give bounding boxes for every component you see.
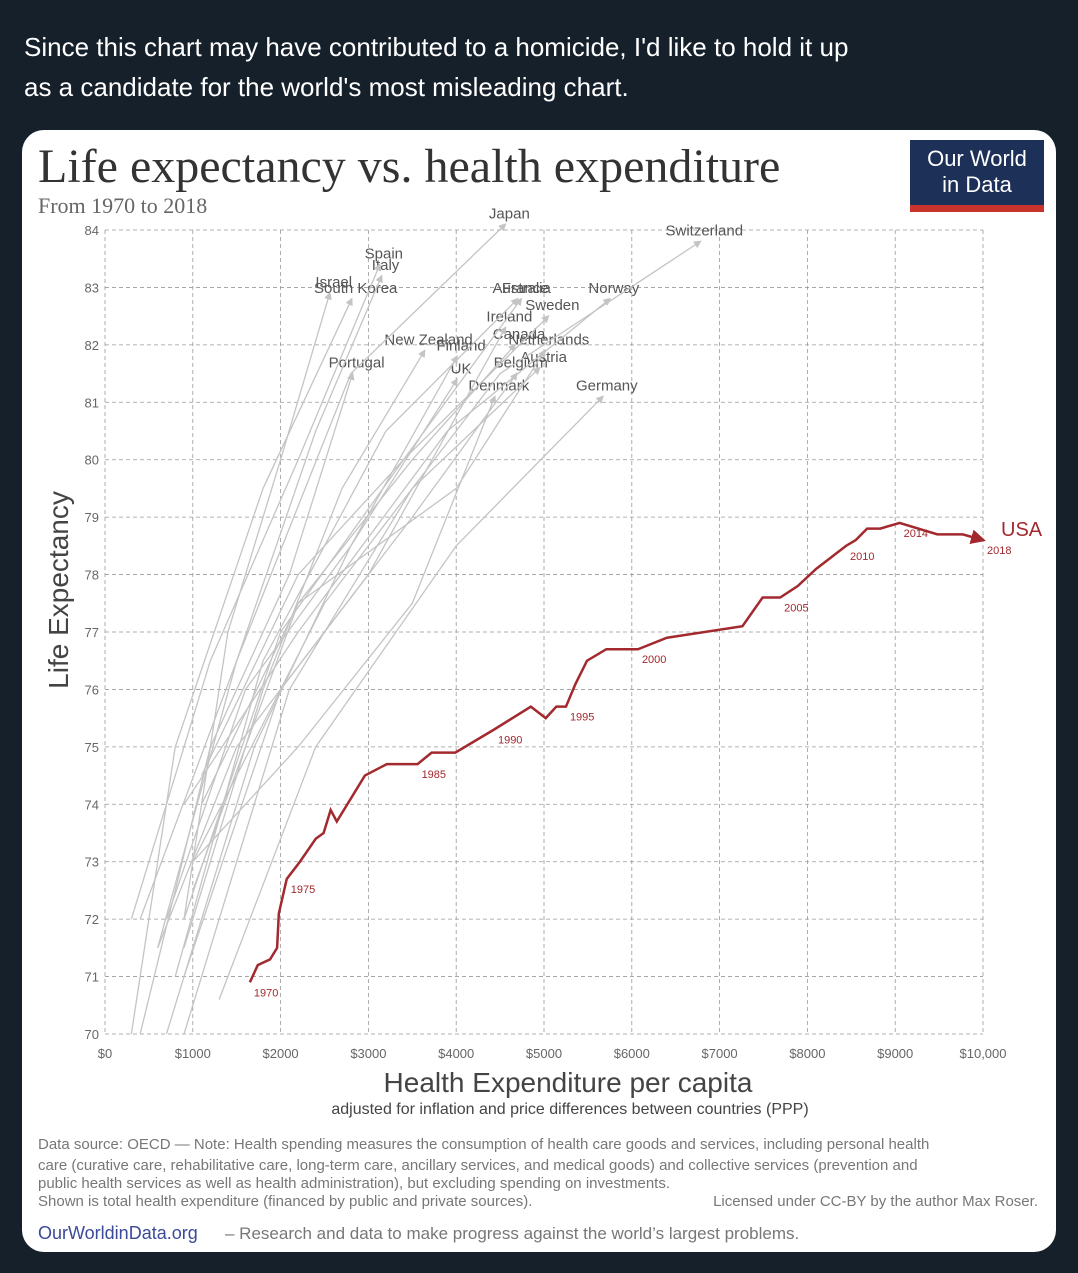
- year-label: 2005: [784, 603, 808, 615]
- series-label: USA: [1001, 519, 1043, 541]
- y-tick-label: 71: [85, 970, 99, 985]
- country-line: [192, 240, 702, 863]
- chart-card: [22, 130, 1056, 1252]
- footer-tagline: – Research and data to make progress aga…: [225, 1224, 799, 1243]
- year-label: 1995: [570, 712, 594, 724]
- series-label: Denmark: [468, 378, 529, 395]
- y-tick-label: 73: [85, 855, 99, 870]
- series-label: Ireland: [486, 309, 532, 326]
- tweet-text: Since this chart may have contributed to…: [24, 32, 848, 62]
- y-tick-label: 84: [85, 223, 99, 238]
- series-label: Germany: [576, 378, 638, 395]
- x-tick-label: $9000: [877, 1046, 913, 1061]
- series-label: South Korea: [314, 280, 398, 297]
- y-tick-label: 72: [85, 912, 99, 927]
- x-tick-label: $1000: [175, 1046, 211, 1061]
- y-tick-label: 77: [85, 625, 99, 640]
- year-label: 1975: [291, 884, 315, 896]
- series-label: Finland: [436, 337, 485, 354]
- series-label: Israel: [315, 274, 352, 291]
- x-tick-label: $0: [98, 1046, 112, 1061]
- year-label: 2014: [904, 528, 928, 540]
- y-tick-label: 75: [85, 740, 99, 755]
- year-label: 2010: [850, 551, 874, 563]
- tweet-text: as a candidate for the world's most misl…: [24, 72, 629, 102]
- country-line: [165, 377, 458, 920]
- y-tick-label: 70: [85, 1027, 99, 1042]
- x-tick-label: $8000: [789, 1046, 825, 1061]
- x-axis-sublabel: adjusted for inflation and price differe…: [331, 1101, 808, 1118]
- country-line: [183, 291, 332, 920]
- y-tick-label: 83: [85, 280, 99, 295]
- footer-note: public health services as well as health…: [38, 1175, 670, 1192]
- logo-text: in Data: [942, 172, 1012, 197]
- year-label: 2018: [987, 545, 1011, 557]
- x-tick-label: $4000: [438, 1046, 474, 1061]
- country-line: [183, 297, 523, 920]
- year-label: 1970: [254, 987, 278, 999]
- country-line: [139, 372, 355, 1035]
- series-label: Portugal: [329, 355, 385, 372]
- series-label: France: [502, 280, 549, 297]
- footer-note: Data source: OECD — Note: Health spendin…: [38, 1136, 929, 1153]
- y-tick-label: 78: [85, 568, 99, 583]
- footer-license: Licensed under CC-BY by the author Max R…: [713, 1193, 1038, 1210]
- country-line: [183, 297, 612, 805]
- footer-site[interactable]: OurWorldinData.org: [38, 1223, 198, 1243]
- highlight-line: [248, 521, 986, 983]
- plot: 70 71 72 73 74 75 76 77 78 79 80 81 82 83 84 $0 $1000 $20…: [85, 205, 1043, 1061]
- x-tick-label: $7000: [702, 1046, 738, 1061]
- country-line: [218, 395, 604, 1000]
- country-line: [157, 326, 507, 949]
- series-label: Switzerland: [666, 222, 744, 239]
- series-label: Sweden: [525, 297, 579, 314]
- x-tick-label: $10,000: [960, 1046, 1007, 1061]
- logo-bar: [910, 205, 1044, 212]
- country-line: [192, 395, 497, 863]
- year-label: 1990: [498, 735, 522, 747]
- series-label: Canada: [493, 326, 546, 343]
- series-label: Norway: [588, 280, 639, 297]
- x-axis-label: Health Expenditure per capita: [384, 1067, 753, 1098]
- year-label: 1985: [422, 769, 446, 781]
- y-tick-label: 82: [85, 338, 99, 353]
- logo: [910, 140, 1044, 206]
- country-line: [174, 297, 519, 977]
- country-line: [183, 366, 541, 1035]
- y-tick-label: 79: [85, 510, 99, 525]
- country-line: [200, 315, 550, 776]
- chart-title: Life expectancy vs. health expenditure: [38, 140, 780, 193]
- y-axis-label: Life Expectancy: [43, 491, 74, 689]
- x-tick-label: $6000: [614, 1046, 650, 1061]
- series-label: Japan: [489, 205, 530, 222]
- series-label: New Zealand: [384, 332, 472, 349]
- y-tick-label: 74: [85, 797, 99, 812]
- footer-note: Shown is total health expenditure (finan…: [38, 1193, 532, 1210]
- year-label: 2000: [642, 654, 666, 666]
- x-tick-label: $2000: [263, 1046, 299, 1061]
- y-tick-label: 76: [85, 682, 99, 697]
- series-label: Spain: [365, 245, 403, 262]
- y-tick-label: 80: [85, 453, 99, 468]
- logo-text: Our World: [927, 146, 1027, 171]
- country-line: [139, 223, 507, 920]
- country-line: [130, 263, 382, 920]
- series-label: Australia: [492, 280, 551, 297]
- country-line: [157, 274, 383, 949]
- chart-subtitle: From 1970 to 2018: [38, 193, 207, 218]
- y-tick-label: 81: [85, 395, 99, 410]
- x-tick-label: $3000: [350, 1046, 386, 1061]
- country-line: [130, 297, 353, 1035]
- x-tick-label: $5000: [526, 1046, 562, 1061]
- country-line: [183, 349, 426, 949]
- footer-note: care (curative care, rehabilitative care…: [38, 1157, 918, 1174]
